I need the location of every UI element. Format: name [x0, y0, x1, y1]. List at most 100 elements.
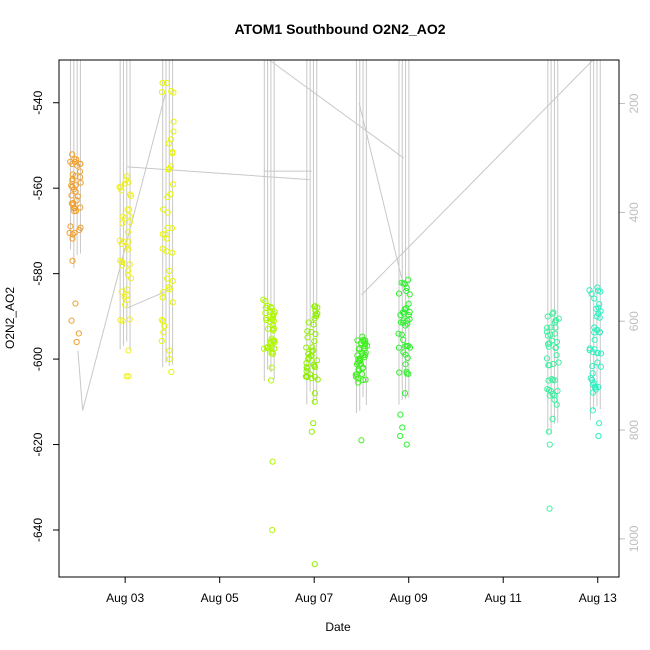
data-point [160, 206, 167, 213]
data-point [270, 318, 277, 325]
data-point [124, 296, 131, 304]
secondary-y-tick-label: 400 [627, 202, 641, 222]
data-point [544, 340, 552, 348]
data-point [68, 192, 75, 199]
secondary-connector-line [127, 166, 310, 181]
secondary-connector-line [77, 350, 84, 411]
data-point [118, 187, 125, 194]
secondary-y-tick-label: 600 [627, 311, 641, 331]
data-point [405, 276, 412, 283]
data-point [76, 168, 84, 175]
data-point [169, 299, 176, 306]
data-point [165, 284, 173, 291]
data-point [125, 246, 132, 253]
data-point [543, 355, 551, 362]
data-point [594, 359, 601, 366]
data-point [269, 312, 277, 319]
data-point [395, 344, 402, 351]
data-point [125, 347, 132, 354]
data-point [125, 267, 132, 274]
data-point [159, 245, 166, 252]
data-point [268, 377, 275, 384]
data-point [597, 350, 605, 357]
data-point [400, 317, 407, 324]
data-point [72, 173, 79, 180]
data-point [164, 209, 171, 216]
data-point [397, 411, 404, 418]
data-point [591, 380, 598, 387]
data-point [545, 362, 552, 369]
data-point [406, 291, 413, 298]
data-point [170, 89, 177, 96]
data-point [123, 286, 131, 293]
data-point [168, 225, 176, 232]
data-point [77, 160, 84, 167]
data-point [312, 307, 319, 314]
data-point [403, 287, 410, 295]
data-point [549, 415, 556, 423]
data-point [589, 407, 596, 414]
x-tick-label: Aug 13 [579, 591, 617, 605]
data-point [555, 359, 562, 366]
data-point [161, 322, 168, 330]
data-point [400, 349, 407, 356]
data-point [77, 204, 84, 211]
data-point [269, 526, 276, 534]
x-tick-label: Aug 05 [201, 591, 239, 605]
data-point [311, 338, 318, 345]
data-point [402, 343, 409, 350]
data-point [553, 352, 560, 359]
data-point [395, 290, 403, 297]
data-point [551, 319, 558, 326]
data-point [544, 313, 551, 320]
data-point [304, 328, 311, 335]
data-point [69, 231, 76, 238]
data-point [543, 324, 551, 331]
secondary-y-tick-label: 1000 [627, 525, 641, 552]
x-tick-label: Aug 11 [485, 591, 522, 605]
data-point [595, 384, 602, 391]
data-point [591, 336, 598, 343]
data-point [163, 79, 170, 87]
data-point [267, 338, 274, 345]
data-point [552, 344, 559, 352]
data-point [77, 179, 84, 186]
data-point [305, 319, 312, 326]
data-point [162, 231, 169, 238]
x-tick-label: Aug 03 [106, 591, 144, 605]
secondary-connector-line [358, 102, 403, 279]
data-point [358, 437, 365, 444]
data-point [124, 271, 131, 278]
data-point [166, 355, 173, 363]
data-point [597, 363, 605, 370]
data-point [69, 235, 76, 242]
data-point [359, 350, 366, 357]
data-point [551, 330, 559, 337]
data-point [118, 258, 125, 265]
data-point [405, 311, 412, 319]
data-point [591, 384, 598, 391]
data-point [551, 392, 558, 399]
data-point [262, 298, 269, 305]
y-tick-label: -640 [31, 518, 45, 542]
secondary-connector-line [82, 94, 166, 411]
data-point [163, 235, 170, 242]
data-point [117, 184, 124, 191]
data-point [403, 441, 410, 448]
data-point [67, 223, 74, 230]
data-point [554, 387, 561, 395]
data-point [361, 342, 368, 350]
data-point [119, 317, 126, 325]
data-point [399, 424, 406, 431]
data-point [170, 118, 177, 125]
data-point [270, 326, 277, 333]
data-point [116, 237, 123, 244]
data-point [591, 346, 598, 353]
data-point [125, 238, 132, 245]
data-point [164, 275, 171, 282]
data-point [360, 336, 367, 343]
data-point [69, 201, 77, 208]
data-point [395, 330, 402, 337]
data-point [74, 193, 81, 200]
data-point [158, 316, 165, 323]
